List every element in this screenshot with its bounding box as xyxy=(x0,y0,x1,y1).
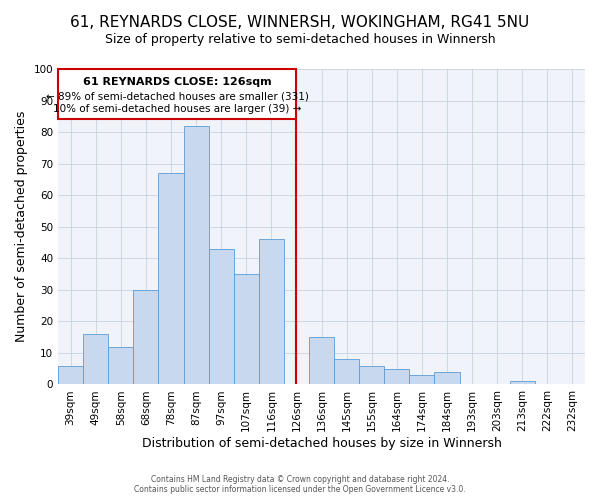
Bar xyxy=(409,375,434,384)
Bar xyxy=(108,346,133,385)
Y-axis label: Number of semi-detached properties: Number of semi-detached properties xyxy=(15,111,28,342)
Text: Size of property relative to semi-detached houses in Winnersh: Size of property relative to semi-detach… xyxy=(104,32,496,46)
FancyBboxPatch shape xyxy=(58,69,296,119)
X-axis label: Distribution of semi-detached houses by size in Winnersh: Distribution of semi-detached houses by … xyxy=(142,437,502,450)
Bar xyxy=(233,274,259,384)
Bar xyxy=(209,249,233,384)
Bar xyxy=(510,382,535,384)
Bar xyxy=(133,290,158,384)
Bar xyxy=(259,240,284,384)
Bar xyxy=(309,337,334,384)
Bar xyxy=(184,126,209,384)
Text: 61, REYNARDS CLOSE, WINNERSH, WOKINGHAM, RG41 5NU: 61, REYNARDS CLOSE, WINNERSH, WOKINGHAM,… xyxy=(70,15,530,30)
Bar xyxy=(384,368,409,384)
Bar xyxy=(434,372,460,384)
Bar xyxy=(334,359,359,384)
Bar xyxy=(359,366,384,384)
Text: ← 89% of semi-detached houses are smaller (331): ← 89% of semi-detached houses are smalle… xyxy=(46,91,308,101)
Bar xyxy=(58,366,83,384)
Bar xyxy=(83,334,108,384)
Text: 61 REYNARDS CLOSE: 126sqm: 61 REYNARDS CLOSE: 126sqm xyxy=(83,77,272,87)
Bar xyxy=(158,173,184,384)
Text: Contains HM Land Registry data © Crown copyright and database right 2024.
Contai: Contains HM Land Registry data © Crown c… xyxy=(134,474,466,494)
Text: 10% of semi-detached houses are larger (39) →: 10% of semi-detached houses are larger (… xyxy=(53,104,301,114)
